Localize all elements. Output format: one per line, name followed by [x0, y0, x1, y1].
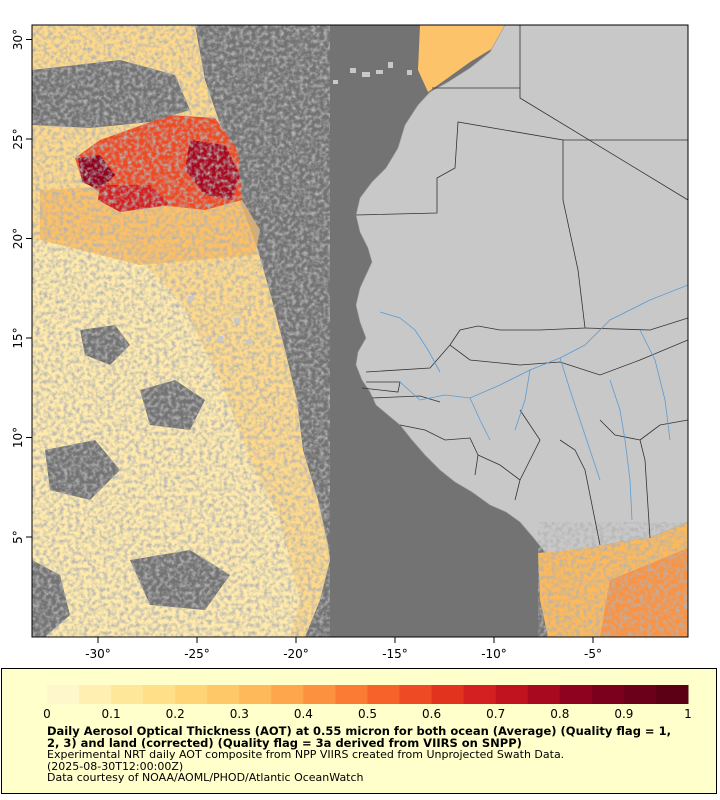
island-capeverde-3: [218, 336, 223, 341]
legend-description: Experimental NRT daily AOT composite fro…: [47, 748, 565, 761]
aot-gulf-speckle: [538, 522, 688, 637]
legend-credit: Data courtesy of NOAA/AOML/PHOD/Atlantic…: [47, 771, 364, 784]
island-capeverde-4: [206, 338, 210, 342]
island-canary-5: [407, 70, 412, 75]
lat-tick-label: 30°: [11, 29, 25, 50]
lon-tick-label: -15°: [382, 647, 408, 661]
island-canary-1: [350, 68, 356, 73]
lon-tick-label: -5°: [584, 647, 602, 661]
island-canary-3: [376, 70, 383, 74]
island-canary-2: [362, 72, 370, 77]
lat-tick-label: 20°: [11, 228, 25, 249]
map-view[interactable]: -30° -25° -20° -15° -10° -5° 5° 10° 15° 20° 25° 30…: [0, 0, 720, 668]
island-canary-6: [333, 80, 338, 84]
aot-speckle: [32, 25, 330, 637]
legend-text: Daily Aerosol Optical Thickness (AOT) at…: [47, 724, 687, 784]
lat-tick-label: 10°: [11, 427, 25, 448]
rivers: [379, 284, 688, 521]
island-canary-4: [388, 62, 393, 68]
land-west-africa: [355, 25, 688, 554]
lat-tick-label: 15°: [11, 327, 25, 348]
map-frame: [31, 24, 689, 638]
lon-tick-label: -30°: [85, 647, 111, 661]
lon-tick-label: -25°: [184, 647, 210, 661]
island-capeverde-1: [188, 296, 194, 301]
legend-title: Daily Aerosol Optical Thickness (AOT) at…: [47, 724, 671, 750]
legend-time: (2025-08-30T12:00:00Z): [47, 759, 184, 773]
island-capeverde-2: [234, 318, 240, 323]
lon-tick-label: -20°: [283, 647, 309, 661]
lat-tick-label: 25°: [11, 128, 25, 149]
aot-swath-northeast: [418, 25, 505, 92]
latitude-axis: 5° 10° 15° 20° 25° 30°: [11, 29, 32, 544]
longitude-axis: -30° -25° -20° -15° -10° -5°: [85, 637, 602, 661]
lat-tick-label: 5°: [11, 530, 25, 544]
island-capeverde-5: [246, 340, 251, 344]
lon-tick-label: -10°: [481, 647, 507, 661]
country-borders: [355, 25, 688, 546]
